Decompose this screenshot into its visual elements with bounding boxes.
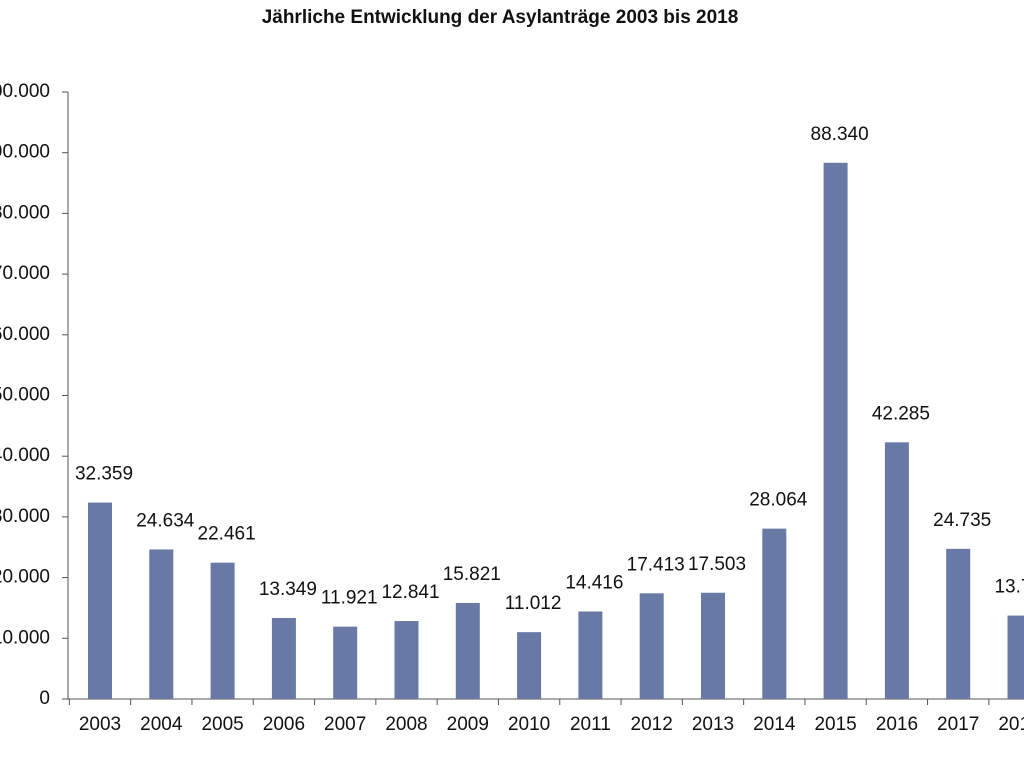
bar <box>333 626 358 699</box>
data-label: 42.285 <box>872 403 930 424</box>
data-label: 24.634 <box>136 510 195 531</box>
bar <box>639 593 664 699</box>
y-tick-label: 40.000 <box>0 445 50 466</box>
bar <box>578 611 603 699</box>
bar <box>394 621 419 699</box>
x-tick-label: 2015 <box>814 714 856 735</box>
y-tick-label: 90.000 <box>0 142 50 163</box>
bar <box>210 562 235 699</box>
y-tick-label: 70.000 <box>0 263 50 284</box>
x-tick-label: 2018 <box>998 714 1024 735</box>
data-label: 13.349 <box>259 579 317 600</box>
y-tick-label: 100.000 <box>0 81 50 102</box>
x-tick-label: 2008 <box>385 714 427 735</box>
x-tick-label: 2006 <box>263 714 305 735</box>
bar <box>762 528 787 699</box>
x-tick-label: 2014 <box>753 714 796 735</box>
bar <box>455 602 480 699</box>
data-label: 15.821 <box>443 564 501 585</box>
x-tick-label: 2011 <box>570 714 611 735</box>
data-label: 13.746 <box>994 577 1024 598</box>
data-label: 17.413 <box>627 554 685 575</box>
x-tick-label: 2003 <box>79 714 121 735</box>
bar <box>271 617 296 699</box>
bar <box>823 162 848 700</box>
x-tick-label: 2007 <box>324 714 366 735</box>
y-tick-label: 10.000 <box>0 627 50 648</box>
data-label: 11.012 <box>505 593 562 614</box>
y-tick-label: 30.000 <box>0 506 50 527</box>
data-label: 17.503 <box>688 554 746 575</box>
data-label: 32.359 <box>75 464 133 485</box>
bar <box>946 548 971 699</box>
x-tick-label: 2013 <box>692 714 734 735</box>
chart-title: Jährliche Entwicklung der Asylanträge 20… <box>262 7 739 28</box>
data-label: 14.416 <box>565 573 623 594</box>
bar <box>88 502 112 699</box>
x-tick-label: 2012 <box>631 714 673 735</box>
bar <box>149 549 174 699</box>
y-tick-label: 0 <box>39 688 50 709</box>
bar <box>884 442 909 699</box>
x-tick-label: 2017 <box>937 714 979 735</box>
data-label: 28.064 <box>749 490 808 511</box>
y-tick-label: 20.000 <box>0 567 50 588</box>
bar <box>701 592 725 699</box>
bar <box>1007 615 1024 699</box>
bar <box>517 632 542 699</box>
x-tick-label: 2009 <box>447 714 489 735</box>
x-tick-label: 2005 <box>201 714 243 735</box>
data-label: 11.921 <box>321 588 378 609</box>
y-tick-label: 60.000 <box>0 324 50 345</box>
x-tick-label: 2016 <box>876 714 918 735</box>
y-tick-label: 50.000 <box>0 385 50 406</box>
data-label: 24.735 <box>933 510 991 531</box>
data-label: 88.340 <box>811 124 869 145</box>
data-label: 12.841 <box>381 582 439 603</box>
y-tick-label: 80.000 <box>0 202 50 223</box>
data-label: 22.461 <box>198 524 256 545</box>
x-tick-label: 2010 <box>508 714 550 735</box>
x-tick-label: 2004 <box>140 714 183 735</box>
